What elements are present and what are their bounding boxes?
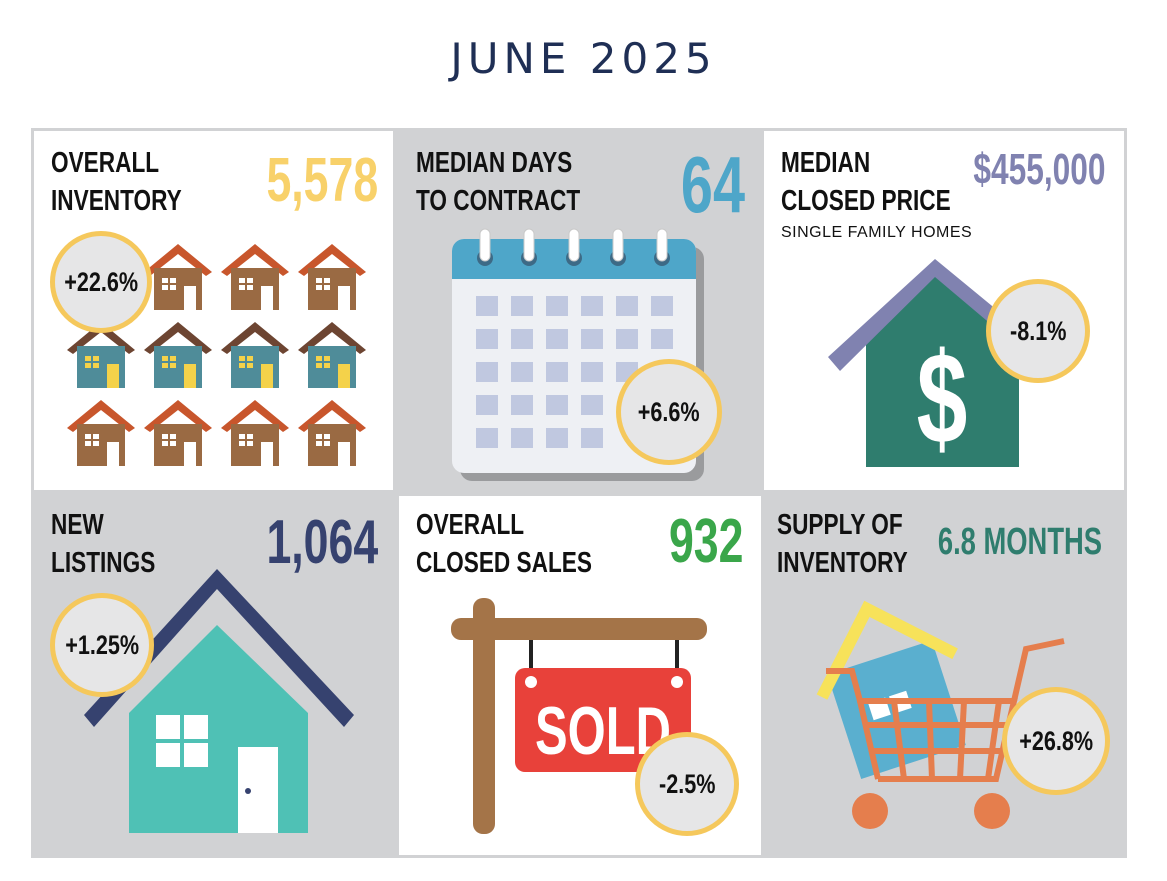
page-title: JUNE 2025 <box>450 34 717 83</box>
svg-text:$: $ <box>917 325 968 471</box>
tile-label: MEDIAN DAYS TO CONTRACT <box>416 147 581 217</box>
median-days-change-badge: +6.6% <box>616 359 722 465</box>
median-price-value: $455,000 <box>973 145 1106 194</box>
tile-label: MEDIAN CLOSED PRICE <box>781 147 951 217</box>
median-price-change-badge: -8.1% <box>986 279 1090 383</box>
tile-median-price: MEDIAN CLOSED PRICE SINGLE FAMILY HOMES … <box>764 131 1124 490</box>
tile-label: NEW LISTINGS <box>51 509 156 579</box>
stats-grid: OVERALL INVENTORY 5,578 <box>31 128 1127 858</box>
new-listings-change-badge: +1.25% <box>50 593 154 697</box>
sold-sign-icon: SOLD <box>451 598 707 834</box>
tile-closed-sales: OVERALL CLOSED SALES 932 SOLD -2.5% <box>399 496 761 855</box>
new-listings-value: 1,064 <box>266 508 378 577</box>
tile-label: OVERALL INVENTORY <box>51 147 182 217</box>
dollar-house-icon: $ <box>828 259 1054 471</box>
inventory-change-badge: +22.6% <box>50 231 152 333</box>
house-icon <box>84 569 354 833</box>
tile-label: SUPPLY OF INVENTORY <box>777 509 908 579</box>
closed-sales-change-badge: -2.5% <box>635 732 739 836</box>
supply-change-badge: +26.8% <box>1002 687 1110 795</box>
closed-sales-value: 932 <box>668 507 743 576</box>
tile-median-days: MEDIAN DAYS TO CONTRACT 64 <box>396 131 761 490</box>
tile-supply: SUPPLY OF INVENTORY 6.8 MONTHS <box>764 493 1124 855</box>
supply-value: 6.8 MONTHS <box>937 521 1102 563</box>
median-days-value: 64 <box>680 140 745 229</box>
tile-new-listings: NEW LISTINGS 1,064 +1.25% <box>34 493 393 855</box>
inventory-value: 5,578 <box>266 146 378 215</box>
shopping-cart-icon <box>816 600 1065 829</box>
tile-sublabel: SINGLE FAMILY HOMES <box>781 224 973 241</box>
tile-overall-inventory: OVERALL INVENTORY 5,578 <box>34 131 393 490</box>
tile-label: OVERALL CLOSED SALES <box>416 509 592 579</box>
